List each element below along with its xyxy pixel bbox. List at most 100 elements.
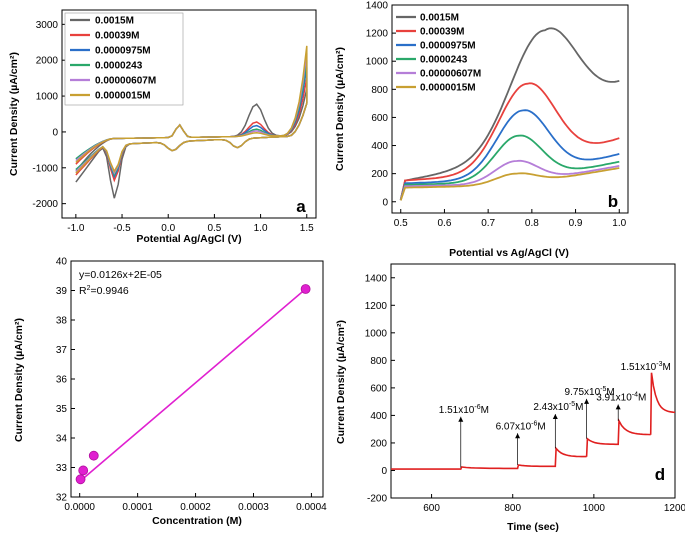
panel-c: 0.0000 0.0001 0.0002 0.0003 0.0004 32 33 34 35 36… (13, 257, 327, 528)
panel-c-ytick-label: 39 (56, 286, 68, 297)
panel-a-legend-label: 0.00039M (95, 31, 139, 42)
panel-d-label: d (655, 465, 665, 484)
panel-c-ytick-label: 32 (56, 493, 68, 504)
panel-c-xtick-label: 0.0001 (122, 502, 153, 513)
panel-c-xlabel: Concentration (M) (152, 515, 242, 527)
panel-d-annotation-exp: -5 (569, 401, 575, 408)
panel-d-ytick-label: 1000 (365, 328, 388, 339)
panel-d-ytick-label: 1200 (365, 301, 388, 312)
panel-d-annotation-label: 1.51x10-6M (439, 404, 489, 416)
panel-c-ylabel: Current Density (µA/cm²) (13, 318, 25, 442)
panel-b-legend-label: 0.0000243 (420, 55, 468, 66)
panel-c-r2-value: =0.9946 (91, 285, 129, 297)
panel-a-ylabel: Current Density (µA/cm²) (8, 52, 20, 176)
panel-d-frame (390, 263, 676, 499)
panel-c-ticks: 0.0000 0.0001 0.0002 0.0003 0.0004 32 33 34 35 36… (56, 257, 327, 514)
panel-b: 0.5 0.6 0.7 0.8 0.9 1.0 0 200 400 600 800 1000 1200 1… (334, 1, 629, 259)
panel-a-label: a (296, 197, 306, 216)
panel-c-r2-sup: 2 (87, 285, 91, 292)
panel-a-frame (61, 9, 317, 219)
panel-c-ytick-label: 36 (56, 375, 68, 386)
panel-d: 600 800 1000 1200 -200 0 200 400 600 800 1000 1200 1… (335, 263, 685, 533)
panel-d-annotation-arrow (615, 404, 621, 410)
panel-c-plot (75, 284, 311, 485)
panel-d-annotation-label: 1.51x10-3M (621, 361, 671, 373)
panel-d-ytick-label: 600 (370, 383, 387, 394)
panel-b-xtick-label: 0.5 (394, 218, 408, 229)
panel-a-xtick-label: -0.5 (113, 223, 131, 234)
panel-a-ytick-label: -1000 (32, 163, 58, 174)
panel-d-annotation-exp: -4 (632, 391, 638, 398)
panel-b-xtick-label: 0.6 (437, 218, 451, 229)
panel-c-r2: R2=0.9946 (79, 285, 129, 297)
panel-a-legend-label: 0.00000607M (95, 76, 156, 87)
panel-d-annotation-arrow (552, 414, 558, 420)
panel-b-ticks: 0.5 0.6 0.7 0.8 0.9 1.0 0 200 400 600 800 1000 1200 1… (366, 1, 627, 230)
panel-c-xtick-label: 0.0002 (180, 502, 211, 513)
panel-d-annotation-unit: M (481, 405, 489, 416)
panel-b-legend-label: 0.00039M (420, 27, 464, 38)
panel-b-legend-label: 0.0000975M (420, 41, 476, 52)
panel-b-ytick-label: 200 (371, 169, 388, 180)
panel-d-annotation-unit: M (575, 402, 583, 413)
panel-c-xtick-label: 0.0000 (64, 502, 95, 513)
panel-a-ytick-label: -2000 (32, 199, 58, 210)
panel-b-series-line (399, 159, 620, 201)
panel-a: -1.0 -0.5 0.0 0.5 1.0 1.5 -2000 -1000 0 1000 2000 3… (8, 9, 317, 245)
panel-d-annotation-base: 9.75x10 (565, 387, 601, 398)
panel-d-annotations: 1.51x10-6M6.07x10-6M2.43x10-5M9.75x10-5M… (439, 361, 671, 468)
panel-b-legend-label: 0.0000015M (420, 83, 476, 94)
panel-d-annotation-base: 3.91x10 (596, 392, 632, 403)
panel-d-annotation-base: 2.43x10 (533, 402, 569, 413)
panel-d-annotation-unit: M (537, 421, 545, 432)
panel-b-series-line (399, 167, 620, 201)
panel-d-ytick-label: 400 (370, 411, 387, 422)
panel-d-annotation-label: 3.91x10-4M (596, 391, 646, 403)
panel-a-curves (75, 45, 308, 199)
panel-c-ytick-label: 34 (56, 434, 68, 445)
panel-d-annotation-exp: -3 (656, 361, 662, 368)
panel-a-ytick-label: 0 (52, 127, 58, 138)
panel-a-xlabel: Potential Ag/AgCl (V) (136, 233, 241, 245)
panel-d-ytick-label: -200 (367, 494, 387, 505)
panel-b-legend-label: 0.0015M (420, 13, 459, 24)
panel-d-annotation-arrow (584, 398, 590, 404)
panel-c-ytick-label: 33 (56, 463, 68, 474)
panel-b-series-line (399, 82, 620, 200)
panel-d-annotation-base: 1.51x10 (621, 362, 657, 373)
panel-c-ytick-label: 40 (56, 257, 68, 268)
panel-b-series-line (399, 27, 620, 200)
panel-c-xtick-label: 0.0003 (238, 502, 269, 513)
panel-b-legend-label: 0.00000607M (420, 69, 481, 80)
panel-b-frame (391, 4, 629, 214)
panel-b-xtick-label: 0.9 (569, 218, 583, 229)
panel-d-annotation-label: 6.07x10-6M (496, 420, 546, 432)
panel-a-legend-box (64, 12, 184, 106)
panel-c-ytick-label: 35 (56, 404, 68, 415)
panel-a-xtick-label: 1.0 (254, 223, 268, 234)
panel-a-legend: 0.0015M 0.00039M 0.0000975M 0.0000243 0.0000… (70, 16, 156, 102)
panel-d-xtick-label: 600 (423, 503, 440, 514)
panel-a-xtick-label: 1.5 (300, 223, 314, 234)
panel-d-ytick-label: 1400 (365, 273, 388, 284)
panel-d-ylabel: Current Density (µA/cm²) (335, 320, 347, 444)
panel-c-ytick-label: 38 (56, 316, 68, 327)
panel-d-annotation-unit: M (606, 387, 614, 398)
panel-c-ytick-label: 37 (56, 345, 68, 356)
panel-b-ytick-label: 0 (382, 197, 388, 208)
panel-b-xtick-label: 0.8 (525, 218, 539, 229)
panel-a-xtick-label: -1.0 (67, 223, 85, 234)
panel-b-ytick-label: 800 (371, 85, 388, 96)
panel-b-ylabel: Current Density (µA/cm²) (334, 47, 346, 171)
panel-b-ytick-label: 1400 (366, 1, 389, 12)
panel-b-ytick-label: 400 (371, 141, 388, 152)
panel-d-ticks: 600 800 1000 1200 -200 0 200 400 600 800 1000 1200 1… (365, 273, 685, 514)
panel-d-xtick-label: 1000 (583, 503, 606, 514)
panel-a-ytick-label: 3000 (36, 20, 59, 31)
panel-c-point (88, 450, 99, 461)
panel-b-xtick-label: 0.7 (481, 218, 495, 229)
panel-a-legend-label: 0.0015M (95, 16, 134, 27)
panel-d-annotation-arrow (515, 433, 521, 439)
panel-d-ytick-label: 800 (370, 356, 387, 367)
